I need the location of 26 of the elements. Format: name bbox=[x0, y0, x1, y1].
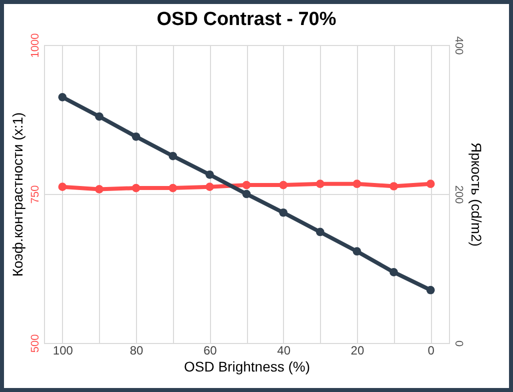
point bbox=[242, 190, 251, 198]
x-tick-label: 60 bbox=[204, 344, 218, 358]
y2-axis-title: Яркость (cd/m2) bbox=[468, 142, 484, 247]
y-axis-title: Коэф.контрастности (x:1) bbox=[10, 112, 26, 277]
x-axis-title: OSD Brightness (%) bbox=[184, 358, 310, 374]
y2-tick-label: 400 bbox=[452, 36, 464, 55]
point bbox=[206, 170, 214, 179]
point bbox=[168, 152, 178, 160]
x-tick-label: 100 bbox=[52, 344, 74, 358]
point bbox=[352, 247, 362, 256]
point bbox=[132, 132, 140, 141]
x-tick-label: 20 bbox=[350, 344, 364, 358]
y-tick-label: 750 bbox=[30, 185, 42, 204]
point bbox=[316, 228, 324, 236]
y2-tick-label: 200 bbox=[452, 185, 464, 204]
point bbox=[426, 286, 435, 294]
point bbox=[58, 92, 67, 102]
chart-title: OSD Contrast - 70% bbox=[156, 8, 336, 30]
y-tick-label: 500 bbox=[30, 334, 42, 353]
point bbox=[95, 112, 104, 121]
x-tick-label: 0 bbox=[428, 344, 435, 358]
y-tick-label: 1000 bbox=[30, 33, 42, 58]
point bbox=[390, 268, 398, 276]
point bbox=[279, 208, 288, 217]
x-tick-label: 40 bbox=[277, 344, 291, 358]
x-tick-label: 80 bbox=[130, 344, 144, 358]
